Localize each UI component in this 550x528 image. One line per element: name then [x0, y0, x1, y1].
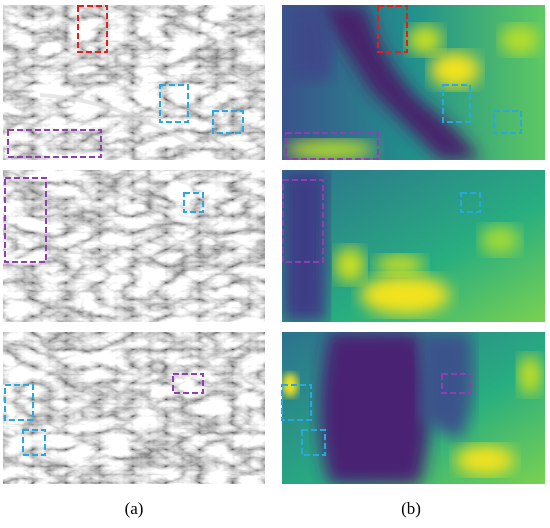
heatmap-2 [282, 170, 545, 322]
caption: (b) [401, 499, 421, 518]
caption: (a) [125, 499, 144, 518]
heatmap-1 [282, 5, 545, 160]
heatmap-3 [282, 332, 545, 484]
grayscale-panels [3, 5, 265, 484]
region-boxes [4, 5, 522, 456]
